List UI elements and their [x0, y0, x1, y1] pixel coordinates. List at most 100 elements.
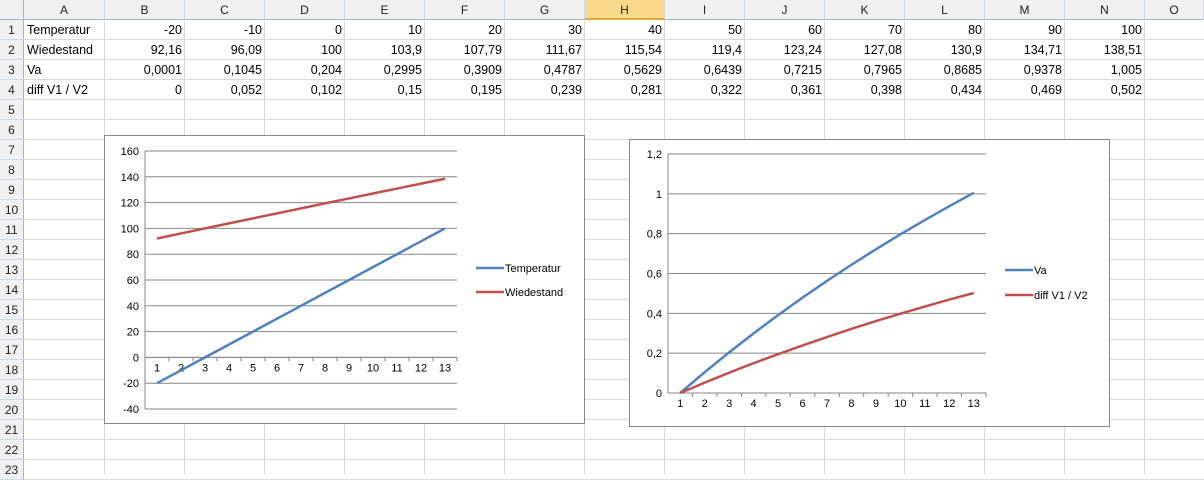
row-header-2[interactable]: 2 [0, 40, 24, 60]
cell-value[interactable]: 0,361 [790, 83, 822, 97]
cell-value[interactable]: 0,4787 [543, 63, 582, 77]
cell-value[interactable]: 90 [1048, 23, 1062, 37]
column-header-g[interactable]: G [505, 0, 585, 20]
column-header-c[interactable]: C [185, 0, 265, 20]
column-header-h[interactable]: H [585, 0, 665, 20]
column-header-i[interactable]: I [665, 0, 745, 20]
column-header-m[interactable]: M [985, 0, 1065, 20]
cell-value[interactable]: 0,1045 [223, 63, 262, 77]
cell-value[interactable]: 0,469 [1030, 83, 1062, 97]
select-all-corner[interactable] [0, 0, 24, 20]
cell-value[interactable]: 0,102 [310, 83, 342, 97]
cell-value[interactable]: 92,16 [150, 43, 182, 57]
row-header-15[interactable]: 15 [0, 300, 24, 320]
cell-value[interactable]: 0,322 [710, 83, 742, 97]
chart-temperatur-wiedestand[interactable]: 160 140 120 100 80 60 40 20 0 -20 -40 1 2 3 4 5 6 7 8 9 10 11… [104, 135, 585, 424]
cell-value[interactable]: 96,09 [230, 43, 262, 57]
cell-value[interactable]: 119,4 [711, 43, 742, 57]
chart-va-diff[interactable]: 1,2 1 0,8 0,6 0,4 0,2 0 1 2 3 4 5 6 7 8 9 10 11 12 13 Va diff… [629, 139, 1110, 427]
row-header-3[interactable]: 3 [0, 60, 24, 80]
cell-value[interactable]: 50 [728, 23, 742, 37]
series-line-va[interactable] [679, 191, 975, 394]
row-header-14[interactable]: 14 [0, 280, 24, 300]
column-header-l[interactable]: L [905, 0, 985, 20]
row-header-7[interactable]: 7 [0, 140, 24, 160]
cell-value[interactable]: 0,9378 [1023, 63, 1062, 77]
cell-value[interactable]: 10 [408, 23, 422, 37]
cell-value[interactable]: 127,08 [863, 43, 902, 57]
column-header-k[interactable]: K [825, 0, 905, 20]
cell-row-label[interactable]: Va [27, 63, 42, 77]
row-header-8[interactable]: 8 [0, 160, 24, 180]
row-header-4[interactable]: 4 [0, 80, 24, 100]
cell-value[interactable]: 100 [1121, 23, 1142, 37]
cell-value[interactable]: 130,9 [950, 43, 982, 57]
column-header-n[interactable]: N [1065, 0, 1145, 20]
cell-value[interactable]: 0,7965 [863, 63, 902, 77]
row-header-10[interactable]: 10 [0, 200, 24, 220]
cell-value[interactable]: 0,502 [1110, 83, 1142, 97]
row-header-22[interactable]: 22 [0, 440, 24, 460]
row-header-12[interactable]: 12 [0, 240, 24, 260]
row-header-17[interactable]: 17 [0, 340, 24, 360]
cell-value[interactable]: 0,195 [470, 83, 502, 97]
cell-row-label[interactable]: Temperatur [27, 23, 91, 37]
cell-value[interactable]: 103,9 [390, 43, 422, 57]
cell-value[interactable]: 0,0001 [143, 63, 182, 77]
cell-value[interactable]: 0,239 [550, 83, 582, 97]
column-header-e[interactable]: E [345, 0, 425, 20]
cell-value[interactable]: 40 [648, 23, 662, 37]
series-line-wiedestand[interactable] [156, 177, 446, 240]
cell-value[interactable]: 0,8685 [943, 63, 982, 77]
row-header-20[interactable]: 20 [0, 400, 24, 420]
cell-value[interactable]: 0,281 [630, 83, 662, 97]
row-header-5[interactable]: 5 [0, 100, 24, 120]
row-header-16[interactable]: 16 [0, 320, 24, 340]
row-header-13[interactable]: 13 [0, 260, 24, 280]
cell-value[interactable]: 0,434 [950, 83, 982, 97]
cell-value[interactable]: 107,79 [463, 43, 502, 57]
cell-value[interactable]: 20 [488, 23, 502, 37]
cell-value[interactable]: 70 [888, 23, 902, 37]
column-header-f[interactable]: F [425, 0, 505, 20]
row-header-19[interactable]: 19 [0, 380, 24, 400]
cell-value[interactable]: 1,005 [1110, 63, 1142, 77]
cell-row-label[interactable]: diff V1 / V2 [27, 83, 88, 97]
cell-value[interactable]: 0,052 [230, 83, 262, 97]
cell-value[interactable]: 0,2995 [383, 63, 422, 77]
row-header-9[interactable]: 9 [0, 180, 24, 200]
column-header-o[interactable]: O [1145, 0, 1204, 20]
cell-value[interactable]: 100 [321, 43, 342, 57]
cell-value[interactable]: 30 [568, 23, 582, 37]
cell-value[interactable]: -10 [243, 23, 262, 37]
series-line-temperatur[interactable] [156, 227, 446, 385]
column-header-b[interactable]: B [105, 0, 185, 20]
cell-value[interactable]: 134,71 [1023, 43, 1062, 57]
row-header-18[interactable]: 18 [0, 360, 24, 380]
cell-value[interactable]: 80 [968, 23, 982, 37]
cell-value[interactable]: 0,398 [870, 83, 902, 97]
cell-value[interactable]: 111,67 [545, 43, 582, 57]
column-header-j[interactable]: J [745, 0, 825, 20]
cell-value[interactable]: 0,15 [397, 83, 422, 97]
cell-value[interactable]: 123,24 [783, 43, 822, 57]
cell-value[interactable]: 115,54 [624, 43, 662, 57]
cell-row-label[interactable]: Wiedestand [27, 43, 94, 57]
row-header-23[interactable]: 23 [0, 460, 24, 480]
cell-value[interactable]: 0 [175, 83, 182, 97]
cell-value[interactable]: 60 [808, 23, 822, 37]
cell-value[interactable]: 0,204 [310, 63, 342, 77]
column-header-a[interactable]: A [24, 0, 105, 20]
cell-value[interactable]: 0,3909 [463, 63, 502, 77]
series-line-diff-v1-v2[interactable] [679, 291, 975, 395]
cell-value[interactable]: 0 [335, 23, 342, 37]
row-header-21[interactable]: 21 [0, 420, 24, 440]
row-header-11[interactable]: 11 [0, 220, 24, 240]
cell-value[interactable]: 0,7215 [783, 63, 822, 77]
row-header-6[interactable]: 6 [0, 120, 24, 140]
cell-value[interactable]: -20 [163, 23, 182, 37]
cell-value[interactable]: 0,6439 [703, 63, 742, 77]
cell-value[interactable]: 138,51 [1103, 43, 1142, 57]
row-header-1[interactable]: 1 [0, 20, 24, 40]
cell-value[interactable]: 0,5629 [623, 63, 662, 77]
